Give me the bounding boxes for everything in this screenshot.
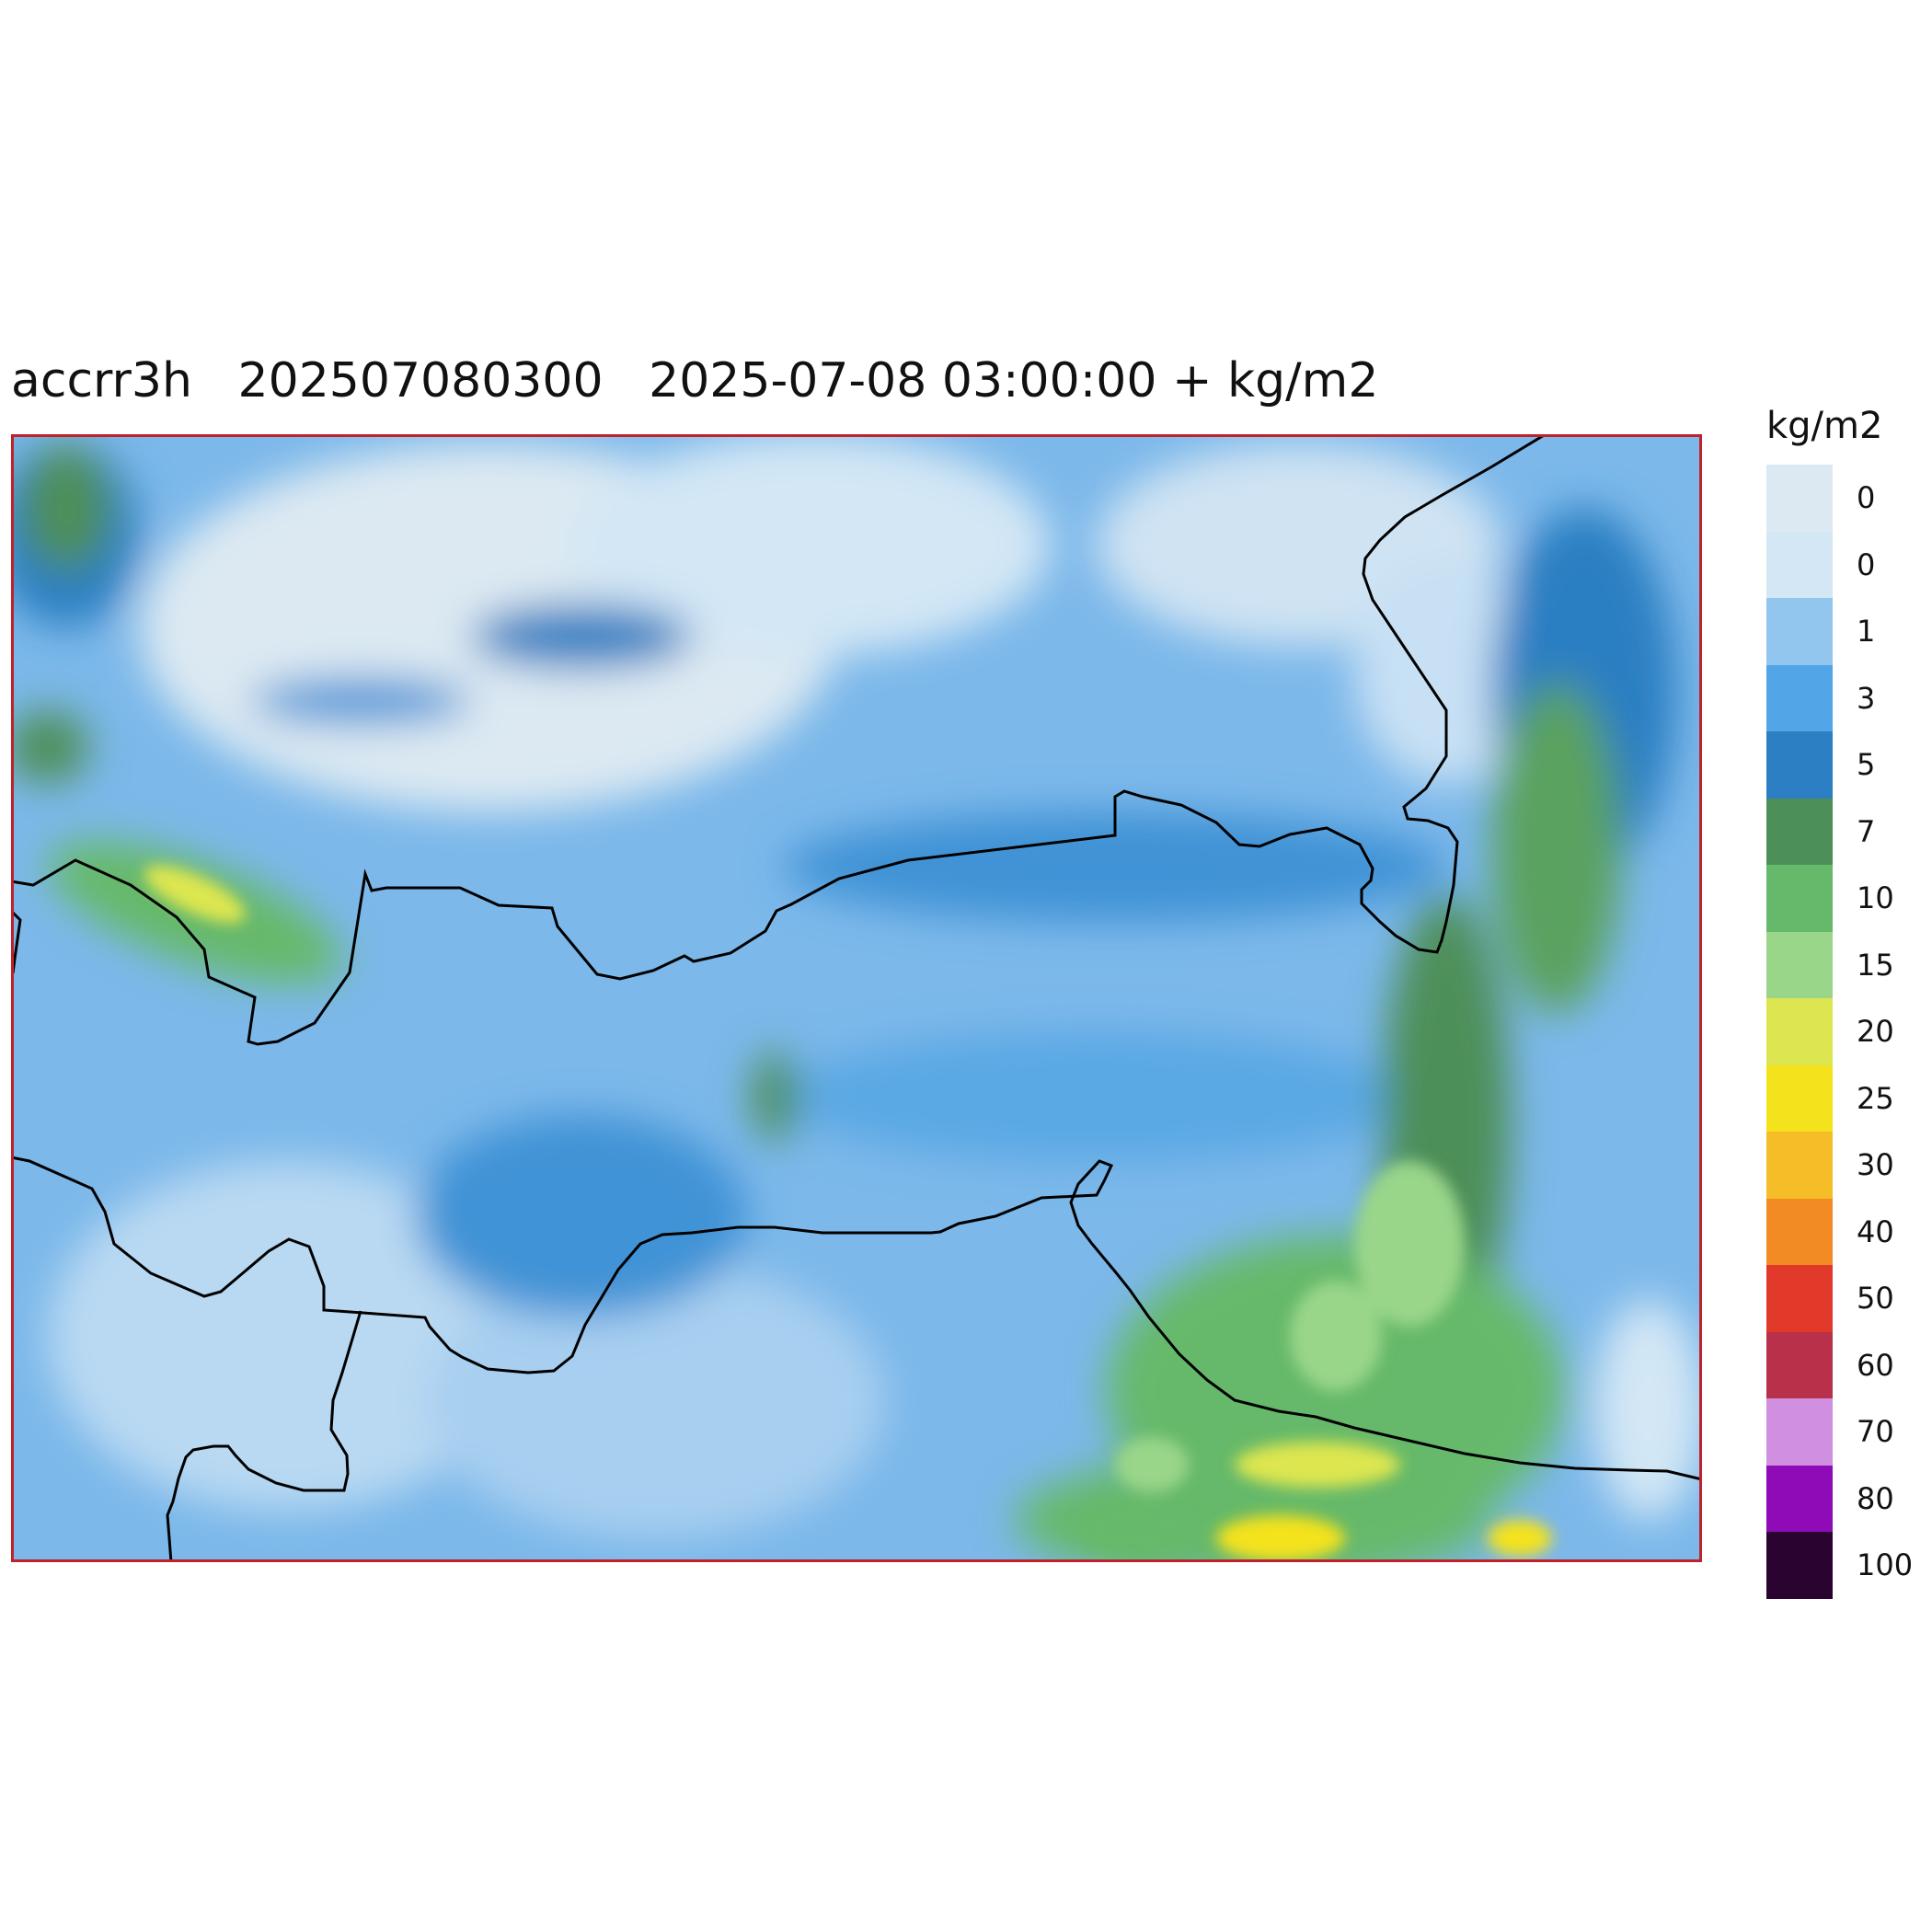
- colorbar-label: 10: [1857, 880, 1894, 916]
- colorbar-label: 5: [1857, 747, 1876, 783]
- colorbar-swatch: [1766, 1465, 1833, 1533]
- title-run: 202507080300: [237, 353, 604, 408]
- colorbar-swatch: [1766, 931, 1833, 999]
- colorbar-swatch: [1766, 1331, 1833, 1399]
- colorbar-label: 80: [1857, 1480, 1894, 1516]
- colorbar-label: 50: [1857, 1281, 1894, 1317]
- colorbar-swatch: [1766, 1132, 1833, 1199]
- colorbar-swatch: [1766, 1198, 1833, 1266]
- colorbar-label: 40: [1857, 1213, 1894, 1249]
- colorbar-label: 100: [1857, 1547, 1914, 1583]
- colorbar-label: 1: [1857, 614, 1876, 650]
- colorbar-swatch: [1766, 1532, 1833, 1599]
- colorbar-swatch: [1766, 598, 1833, 665]
- colorbar-swatch: [1766, 1398, 1833, 1466]
- colorbar-label: 30: [1857, 1147, 1894, 1183]
- colorbar-label: 25: [1857, 1080, 1894, 1116]
- colorbar-swatch: [1766, 798, 1833, 866]
- colorbar-label: 70: [1857, 1414, 1894, 1450]
- precip-field-detail: [144, 865, 1552, 1561]
- country-borders: [11, 434, 1702, 1562]
- colorbar-label: 60: [1857, 1347, 1894, 1383]
- colorbar-swatch: [1766, 531, 1833, 599]
- colorbar-label: 0: [1857, 546, 1876, 582]
- precipitation-map[interactable]: [11, 434, 1702, 1562]
- title-valid: 2025-07-08 03:00:00 + kg/m2: [649, 353, 1379, 408]
- map-canvas: [11, 434, 1702, 1562]
- colorbar-swatch: [1766, 465, 1833, 532]
- colorbar-swatch: [1766, 1064, 1833, 1133]
- colorbar-swatch: [1766, 1265, 1833, 1332]
- map-frame-border: [11, 434, 1702, 1562]
- title-variable: accrr3h: [11, 353, 192, 408]
- colorbar-swatch: [1766, 998, 1833, 1065]
- map-title: accrr3h 202507080300 2025-07-08 03:00:00…: [11, 357, 1378, 405]
- colorbar-unit: kg/m2: [1766, 405, 1883, 447]
- colorbar-swatch: [1766, 664, 1833, 732]
- colorbar-label: 3: [1857, 680, 1876, 716]
- colorbar-label: 7: [1857, 813, 1876, 849]
- colorbar-label: 0: [1857, 480, 1876, 516]
- colorbar-swatch: [1766, 731, 1833, 799]
- colorbar-label: 15: [1857, 947, 1894, 983]
- precip-field-smooth: [11, 434, 1702, 1562]
- colorbar-label: 20: [1857, 1014, 1894, 1050]
- colorbar-swatch: [1766, 865, 1833, 932]
